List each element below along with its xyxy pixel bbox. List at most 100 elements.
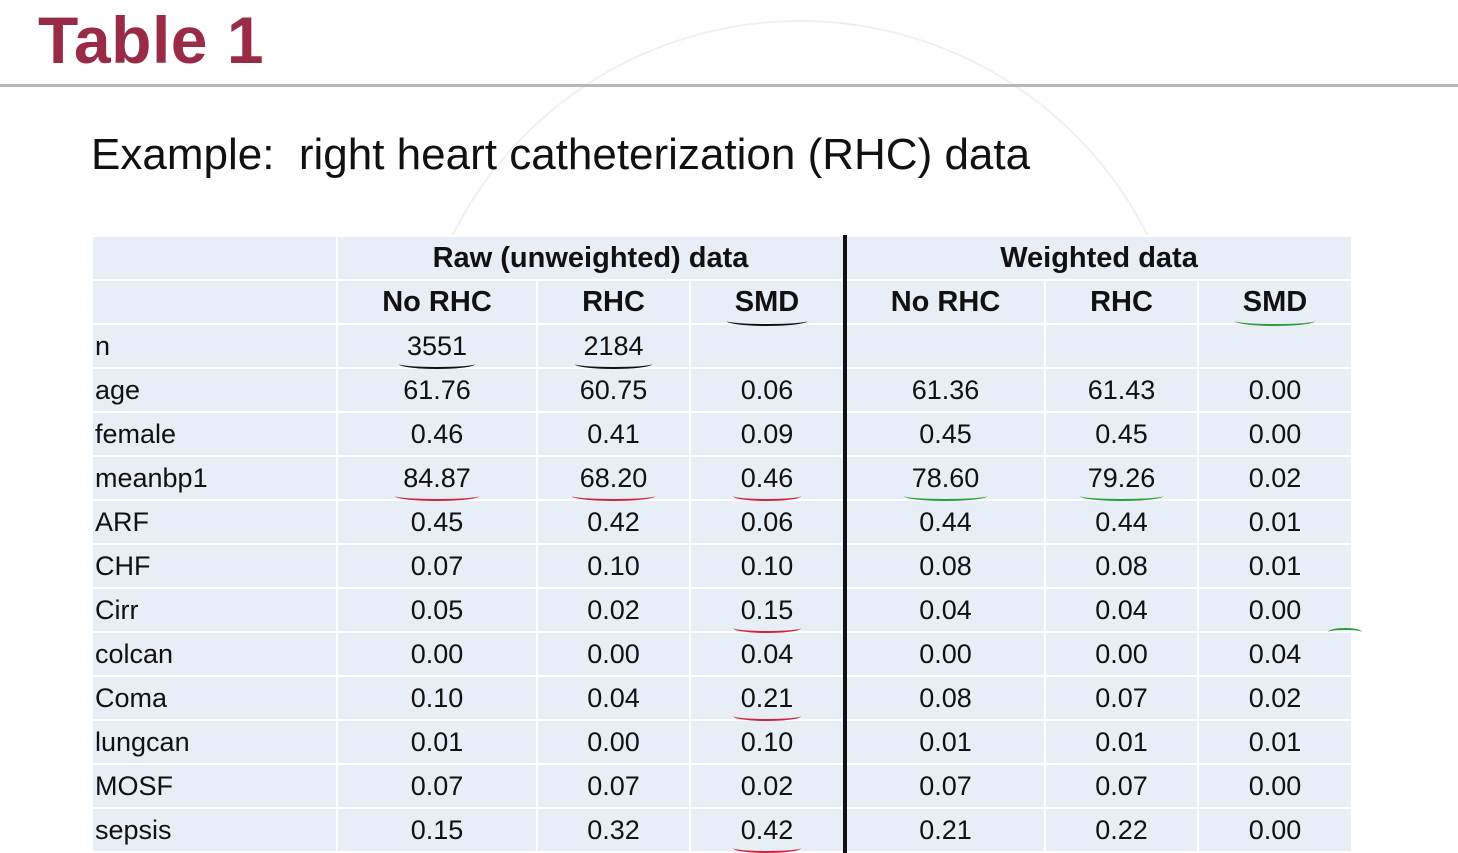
table-cell: 0.08	[1044, 543, 1199, 589]
table-row: meanbp1 84.87 68.20 0.46 78.60 79.26 0.02	[91, 455, 1354, 501]
table-cell: 0.04	[1044, 587, 1199, 633]
col-raw-norhc: No RHC	[336, 279, 538, 325]
table-cell: 0.10	[336, 675, 538, 721]
table-cell: 0.46	[689, 455, 846, 501]
table-cell: 0.10	[689, 719, 846, 765]
underlined-value: 84.87	[395, 462, 479, 501]
col-raw-smd: SMD	[689, 279, 846, 326]
table-cell: 0.07	[536, 763, 691, 809]
underlined-value: 3551	[398, 330, 476, 369]
table-cell: 0.15	[689, 587, 846, 633]
underlined-value: 0.42	[732, 814, 801, 853]
table-cell: 0.01	[1196, 719, 1354, 765]
table-cell: 0.42	[689, 807, 846, 853]
table-cell: 0.22	[1044, 807, 1199, 853]
table-cell: 0.32	[536, 807, 691, 853]
rhc-data-table: Raw (unweighted) data Weighted data No R…	[91, 235, 1354, 853]
row-label: colcan	[91, 631, 338, 677]
underlined-value: 0.15	[732, 594, 801, 633]
table-cell: 0.04	[1196, 631, 1354, 677]
underlined-value: 78.60	[903, 462, 987, 501]
table-cell: 0.07	[843, 763, 1046, 809]
table-row: CHF 0.07 0.10 0.10 0.08 0.08 0.01	[91, 543, 1354, 589]
margin-annotation-mark	[1328, 628, 1362, 636]
table-cell	[1196, 323, 1354, 369]
table-cell: 0.10	[689, 543, 846, 589]
table-cell: 0.00	[843, 631, 1046, 677]
col-w-smd-label: SMD	[1234, 285, 1316, 326]
underlined-value: 79.26	[1079, 462, 1163, 501]
table-row: sepsis 0.15 0.32 0.42 0.21 0.22 0.00	[91, 807, 1354, 853]
table-cell: 0.45	[843, 411, 1046, 457]
row-label: Cirr	[91, 587, 338, 633]
col-w-rhc: RHC	[1044, 279, 1199, 325]
row-label: Coma	[91, 675, 338, 721]
slide-title: Table 1	[38, 3, 265, 77]
table-cell: 0.04	[843, 587, 1046, 633]
table-cell: 0.08	[843, 543, 1046, 589]
table-cell: 3551	[336, 323, 538, 369]
table-row: ARF 0.45 0.42 0.06 0.44 0.44 0.01	[91, 499, 1354, 545]
table-cell: 0.06	[689, 367, 846, 413]
table-row: Cirr 0.05 0.02 0.15 0.04 0.04 0.00	[91, 587, 1354, 633]
col-w-smd: SMD	[1196, 279, 1354, 326]
underlined-value: 0.21	[732, 682, 801, 721]
table-row: Coma 0.10 0.04 0.21 0.08 0.07 0.02	[91, 675, 1354, 721]
row-label: lungcan	[91, 719, 338, 765]
table-cell: 0.09	[689, 411, 846, 457]
underlined-value: 68.20	[571, 462, 655, 501]
table-cell: 0.07	[336, 763, 538, 809]
col-raw-smd-label: SMD	[726, 285, 808, 326]
underlined-value: 0.46	[732, 462, 801, 501]
table-cell	[1044, 323, 1199, 369]
table-cell: 0.45	[336, 499, 538, 545]
table-cell: 61.76	[336, 367, 538, 413]
table-cell	[689, 323, 846, 369]
table-row: MOSF 0.07 0.07 0.02 0.07 0.07 0.00	[91, 763, 1354, 809]
row-label: age	[91, 367, 338, 413]
table-cell: 0.15	[336, 807, 538, 853]
table-row: lungcan 0.01 0.00 0.10 0.01 0.01 0.01	[91, 719, 1354, 765]
table-cell: 0.01	[843, 719, 1046, 765]
table-cell: 0.00	[1196, 367, 1354, 413]
table-cell: 0.00	[1196, 587, 1354, 633]
row-label: sepsis	[91, 807, 338, 853]
table-cell: 0.02	[1196, 675, 1354, 721]
title-divider	[0, 84, 1458, 87]
table-cell: 61.43	[1044, 367, 1199, 413]
table-cell: 0.05	[336, 587, 538, 633]
table-row: age 61.76 60.75 0.06 61.36 61.43 0.00	[91, 367, 1354, 413]
table-cell: 0.45	[1044, 411, 1199, 457]
table-cell: 0.07	[1044, 675, 1199, 721]
group-raw: Raw (unweighted) data	[336, 235, 846, 281]
table-cell: 0.04	[536, 675, 691, 721]
table-cell: 0.00	[536, 631, 691, 677]
table-cell: 0.02	[689, 763, 846, 809]
col-w-norhc: No RHC	[843, 279, 1046, 325]
table-cell: 0.07	[336, 543, 538, 589]
table-cell: 0.21	[843, 807, 1046, 853]
table-cell: 0.07	[1044, 763, 1199, 809]
row-label: female	[91, 411, 338, 457]
group-weighted: Weighted data	[842, 235, 1354, 281]
corner-cell	[91, 235, 338, 281]
table-cell: 0.04	[689, 631, 846, 677]
table-cell: 0.10	[536, 543, 691, 589]
column-header-row: No RHC RHC SMD No RHC RHC SMD	[91, 279, 1354, 326]
table-cell: 0.00	[1044, 631, 1199, 677]
table-cell: 0.01	[336, 719, 538, 765]
row-label: n	[91, 323, 338, 369]
table-cell: 68.20	[536, 455, 691, 501]
table-cell: 78.60	[843, 455, 1046, 501]
table-cell: 0.00	[1196, 411, 1354, 457]
table-row: colcan 0.00 0.00 0.04 0.00 0.00 0.04	[91, 631, 1354, 677]
table-row: n 3551 2184	[91, 323, 1354, 369]
underlined-value: 2184	[575, 330, 652, 369]
row-label: MOSF	[91, 763, 338, 809]
table-cell: 0.00	[336, 631, 538, 677]
row-label: meanbp1	[91, 455, 338, 501]
table-row: female 0.46 0.41 0.09 0.45 0.45 0.00	[91, 411, 1354, 457]
row-label: CHF	[91, 543, 338, 589]
table-cell: 0.08	[843, 675, 1046, 721]
group-header-row: Raw (unweighted) data Weighted data	[91, 235, 1354, 281]
